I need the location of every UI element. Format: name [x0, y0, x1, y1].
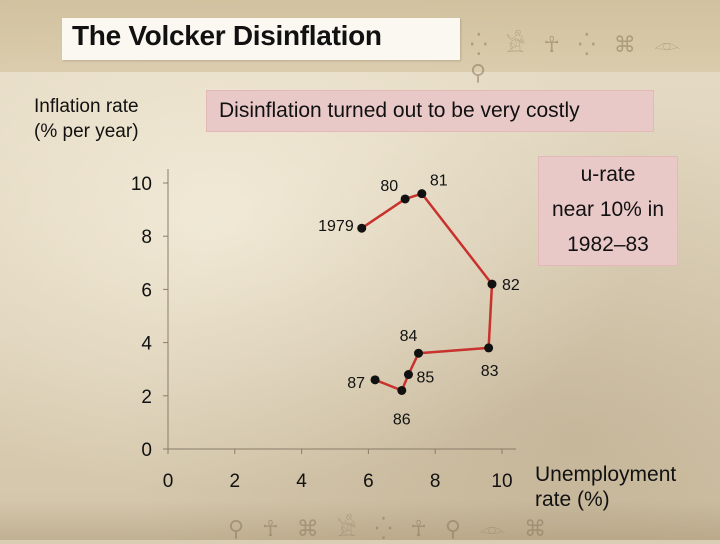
data-point-label: 82: [502, 277, 520, 294]
x-tick-label: 2: [230, 471, 241, 492]
data-point-marker: [357, 223, 367, 233]
costly-callout-text: Disinflation turned out to be very costl…: [219, 99, 580, 122]
data-point-label: 87: [347, 375, 365, 392]
x-tick-label: 8: [430, 471, 441, 492]
data-point-marker: [397, 385, 407, 395]
y-tick-label: 4: [141, 334, 152, 355]
data-point-label: 1979: [318, 218, 354, 235]
chart-title: The Volcker Disinflation: [72, 20, 382, 51]
data-point-marker: [370, 375, 380, 385]
y-axis-label-line-2: (% per year): [34, 121, 139, 142]
y-axis-label: Inflation rate (% per year): [34, 94, 139, 144]
y-tick-label: 10: [131, 174, 152, 195]
data-point-marker: [484, 343, 494, 353]
title-box: [62, 18, 460, 60]
data-point-label: 85: [416, 370, 434, 387]
data-point-marker: [414, 348, 423, 358]
x-tick-label: 4: [296, 471, 307, 492]
data-point-label: 84: [400, 328, 418, 345]
y-tick-label: 6: [141, 280, 152, 301]
costly-callout: Disinflation turned out to be very costl…: [206, 90, 654, 132]
y-tick-label: 0: [141, 440, 152, 461]
hieroglyph-decoration-bottom: ⚲ ☥ ⌘ 𓀀 ⁛ ☥ ⚲ 𓁹 ⌘: [228, 516, 553, 541]
urate-callout-line-1: u-rate: [580, 163, 636, 186]
data-point-label: 86: [393, 411, 411, 428]
data-point-label: 83: [481, 363, 499, 380]
y-tick-label: 8: [141, 227, 152, 248]
x-axis-label-line-1: Unemployment: [535, 463, 677, 486]
data-point-marker: [400, 194, 410, 204]
x-tick-label: 10: [491, 471, 512, 492]
data-point-label: 81: [430, 173, 448, 190]
data-point-marker: [417, 189, 427, 199]
footer-band: [0, 500, 720, 540]
y-tick-label: 2: [141, 387, 152, 408]
urate-callout-line-2: near 10% in: [551, 198, 665, 221]
x-axis-label: Unemployment rate (%): [535, 462, 676, 512]
series-line: [361, 192, 494, 392]
x-axis-label-line-2: rate (%): [535, 488, 610, 511]
urate-callout: u-rate near 10% in 1982–83: [538, 156, 678, 266]
data-point-marker: [487, 279, 497, 289]
data-point-label: 80: [380, 178, 398, 195]
hieroglyph-decoration-top: ⁛ 𓀀 ☥ ⁛ ⌘ 𓁹 ⚲: [470, 32, 687, 85]
urate-callout-line-3: 1982–83: [567, 233, 649, 256]
y-axis-label-line-1: Inflation rate: [34, 96, 139, 117]
x-tick-label: 0: [163, 471, 174, 492]
x-tick-label: 6: [363, 471, 374, 492]
data-point-marker: [403, 370, 413, 380]
